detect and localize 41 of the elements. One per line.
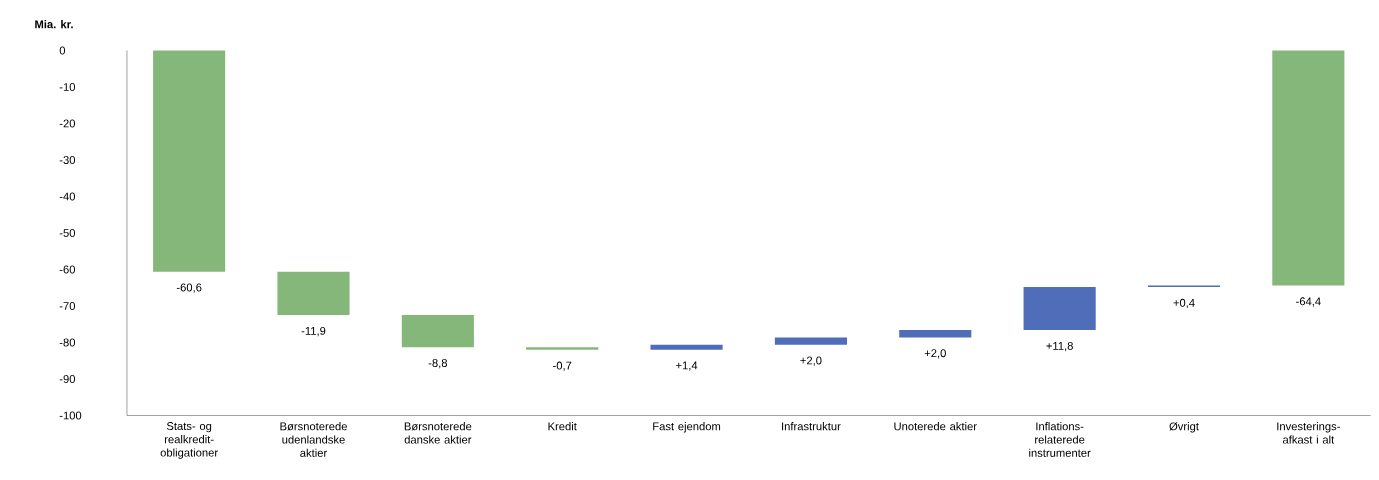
x-tick-label: Investerings-afkast i alt (1277, 422, 1340, 444)
data-label: -0,7 (553, 361, 572, 371)
y-tick-label: -80 (59, 338, 76, 347)
data-label: -11,9 (301, 326, 326, 337)
y-tick-label: -10 (59, 83, 76, 91)
x-tick-label: Kredit (548, 422, 577, 431)
x-tick-label: Børsnoterede danske aktier (404, 422, 472, 444)
y-tick-label: -20 (59, 119, 76, 128)
bar (650, 344, 723, 350)
bar (401, 315, 474, 348)
x-tick-label: Øvrigt (1169, 422, 1199, 433)
x-tick-label: Fast ejendom (653, 422, 721, 433)
data-label: +0,4 (1173, 298, 1195, 309)
bar (1023, 287, 1096, 331)
bar (153, 50, 226, 272)
x-tick-label: Børsnoterede udenlandske aktier (280, 422, 347, 457)
data-label: -64,4 (1296, 297, 1321, 307)
data-label: +1,4 (676, 361, 698, 371)
bar (899, 330, 972, 338)
bar (1272, 50, 1345, 286)
y-tick-label: -30 (59, 156, 76, 164)
y-tick-label: -50 (59, 229, 76, 237)
data-label: +2,0 (924, 349, 946, 359)
x-tick-label: Inflations-relaterede instrumenter (1029, 422, 1091, 457)
data-label: -60,6 (176, 283, 202, 293)
y-tick-label: -60 (59, 265, 76, 274)
bar (277, 271, 350, 316)
data-label: -8,8 (428, 359, 448, 369)
y-tick-label: -100 (59, 411, 82, 420)
y-tick-label: -90 (59, 375, 76, 383)
data-label: +11,8 (1046, 341, 1073, 352)
y-axis-title: Mia. kr. (35, 20, 73, 29)
x-tick-label: Infrastruktur (782, 422, 841, 431)
y-tick-label: 0 (59, 46, 66, 55)
x-tick-label: Stats- og realkredit-obligationer (160, 422, 218, 459)
y-tick-label: -70 (59, 302, 76, 310)
bar (526, 347, 599, 350)
data-label: +2,0 (800, 356, 822, 366)
y-tick-label: -40 (59, 192, 76, 201)
x-tick-label: Unoterede aktier (894, 422, 977, 431)
bar (774, 337, 847, 345)
